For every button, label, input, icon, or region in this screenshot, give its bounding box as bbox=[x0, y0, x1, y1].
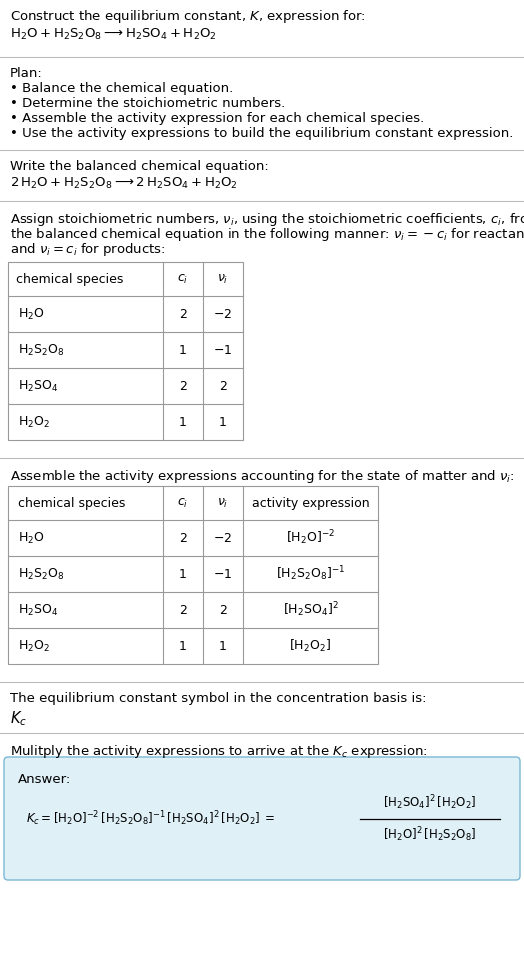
Text: $-2$: $-2$ bbox=[213, 308, 233, 320]
Text: $c_i$: $c_i$ bbox=[177, 497, 189, 509]
Text: 1: 1 bbox=[219, 415, 227, 429]
Text: $\mathrm{H_2O + H_2S_2O_8 \longrightarrow H_2SO_4 + H_2O_2}$: $\mathrm{H_2O + H_2S_2O_8 \longrightarro… bbox=[10, 27, 217, 42]
Text: $\nu_i$: $\nu_i$ bbox=[217, 272, 228, 286]
Text: 1: 1 bbox=[179, 640, 187, 652]
Text: 2: 2 bbox=[179, 308, 187, 320]
Text: 1: 1 bbox=[179, 343, 187, 357]
Text: $\nu_i$: $\nu_i$ bbox=[217, 497, 228, 509]
Text: $-2$: $-2$ bbox=[213, 531, 233, 545]
Text: 2: 2 bbox=[219, 603, 227, 617]
Text: 1: 1 bbox=[179, 568, 187, 580]
Text: Assign stoichiometric numbers, $\nu_i$, using the stoichiometric coefficients, $: Assign stoichiometric numbers, $\nu_i$, … bbox=[10, 211, 524, 228]
Text: • Assemble the activity expression for each chemical species.: • Assemble the activity expression for e… bbox=[10, 112, 424, 125]
Text: $-1$: $-1$ bbox=[213, 568, 233, 580]
Text: chemical species: chemical species bbox=[16, 272, 123, 286]
Text: 2: 2 bbox=[179, 603, 187, 617]
Bar bbox=[8, 262, 243, 440]
Text: • Determine the stoichiometric numbers.: • Determine the stoichiometric numbers. bbox=[10, 97, 285, 110]
Text: Answer:: Answer: bbox=[18, 773, 71, 786]
Text: The equilibrium constant symbol in the concentration basis is:: The equilibrium constant symbol in the c… bbox=[10, 692, 427, 705]
Text: 2: 2 bbox=[179, 380, 187, 392]
Bar bbox=[8, 486, 378, 664]
Text: chemical species: chemical species bbox=[18, 497, 125, 509]
Text: $K_c = [\mathrm{H_2O}]^{-2}\,[\mathrm{H_2S_2O_8}]^{-1}\,[\mathrm{H_2SO_4}]^2\,[\: $K_c = [\mathrm{H_2O}]^{-2}\,[\mathrm{H_… bbox=[26, 809, 275, 829]
Text: $\mathrm{H_2O}$: $\mathrm{H_2O}$ bbox=[18, 530, 45, 546]
Text: • Use the activity expressions to build the equilibrium constant expression.: • Use the activity expressions to build … bbox=[10, 127, 514, 140]
Text: the balanced chemical equation in the following manner: $\nu_i = -c_i$ for react: the balanced chemical equation in the fo… bbox=[10, 226, 524, 243]
Text: $\mathrm{H_2SO_4}$: $\mathrm{H_2SO_4}$ bbox=[18, 602, 58, 618]
Text: $c_i$: $c_i$ bbox=[177, 272, 189, 286]
Text: • Balance the chemical equation.: • Balance the chemical equation. bbox=[10, 82, 233, 95]
Text: $[\mathrm{H_2S_2O_8}]^{-1}$: $[\mathrm{H_2S_2O_8}]^{-1}$ bbox=[276, 565, 345, 583]
Text: $\mathrm{H_2O_2}$: $\mathrm{H_2O_2}$ bbox=[18, 639, 50, 653]
Text: Construct the equilibrium constant, $K$, expression for:: Construct the equilibrium constant, $K$,… bbox=[10, 8, 366, 25]
Text: $\mathrm{2\,H_2O + H_2S_2O_8 \longrightarrow 2\,H_2SO_4 + H_2O_2}$: $\mathrm{2\,H_2O + H_2S_2O_8 \longrighta… bbox=[10, 176, 238, 191]
Text: $K_c$: $K_c$ bbox=[10, 709, 27, 728]
Text: $\mathrm{H_2SO_4}$: $\mathrm{H_2SO_4}$ bbox=[18, 379, 58, 393]
Text: Plan:: Plan: bbox=[10, 67, 43, 80]
Text: Assemble the activity expressions accounting for the state of matter and $\nu_i$: Assemble the activity expressions accoun… bbox=[10, 468, 515, 485]
Text: 2: 2 bbox=[179, 531, 187, 545]
Text: $\mathrm{H_2S_2O_8}$: $\mathrm{H_2S_2O_8}$ bbox=[18, 567, 64, 581]
Text: $[\mathrm{H_2O}]^{-2}$: $[\mathrm{H_2O}]^{-2}$ bbox=[286, 528, 335, 548]
Text: Write the balanced chemical equation:: Write the balanced chemical equation: bbox=[10, 160, 269, 173]
Text: and $\nu_i = c_i$ for products:: and $\nu_i = c_i$ for products: bbox=[10, 241, 166, 258]
Text: $[\mathrm{H_2O_2}]$: $[\mathrm{H_2O_2}]$ bbox=[289, 638, 332, 654]
Text: Mulitply the activity expressions to arrive at the $K_c$ expression:: Mulitply the activity expressions to arr… bbox=[10, 743, 428, 760]
Text: activity expression: activity expression bbox=[252, 497, 369, 509]
FancyBboxPatch shape bbox=[4, 757, 520, 880]
Text: 1: 1 bbox=[179, 415, 187, 429]
Text: $[\mathrm{H_2SO_4}]^2\,[\mathrm{H_2O_2}]$: $[\mathrm{H_2SO_4}]^2\,[\mathrm{H_2O_2}]… bbox=[383, 794, 477, 812]
Text: $\mathrm{H_2S_2O_8}$: $\mathrm{H_2S_2O_8}$ bbox=[18, 342, 64, 358]
Text: $-1$: $-1$ bbox=[213, 343, 233, 357]
Text: 1: 1 bbox=[219, 640, 227, 652]
Text: $\mathrm{H_2O_2}$: $\mathrm{H_2O_2}$ bbox=[18, 414, 50, 430]
Text: $\mathrm{H_2O}$: $\mathrm{H_2O}$ bbox=[18, 307, 45, 321]
Text: 2: 2 bbox=[219, 380, 227, 392]
Text: $[\mathrm{H_2O}]^2\,[\mathrm{H_2S_2O_8}]$: $[\mathrm{H_2O}]^2\,[\mathrm{H_2S_2O_8}]… bbox=[383, 826, 477, 844]
Text: $[\mathrm{H_2SO_4}]^2$: $[\mathrm{H_2SO_4}]^2$ bbox=[282, 600, 339, 620]
